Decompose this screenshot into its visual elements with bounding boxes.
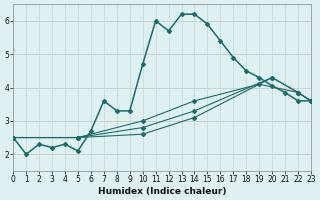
X-axis label: Humidex (Indice chaleur): Humidex (Indice chaleur) [98, 187, 226, 196]
